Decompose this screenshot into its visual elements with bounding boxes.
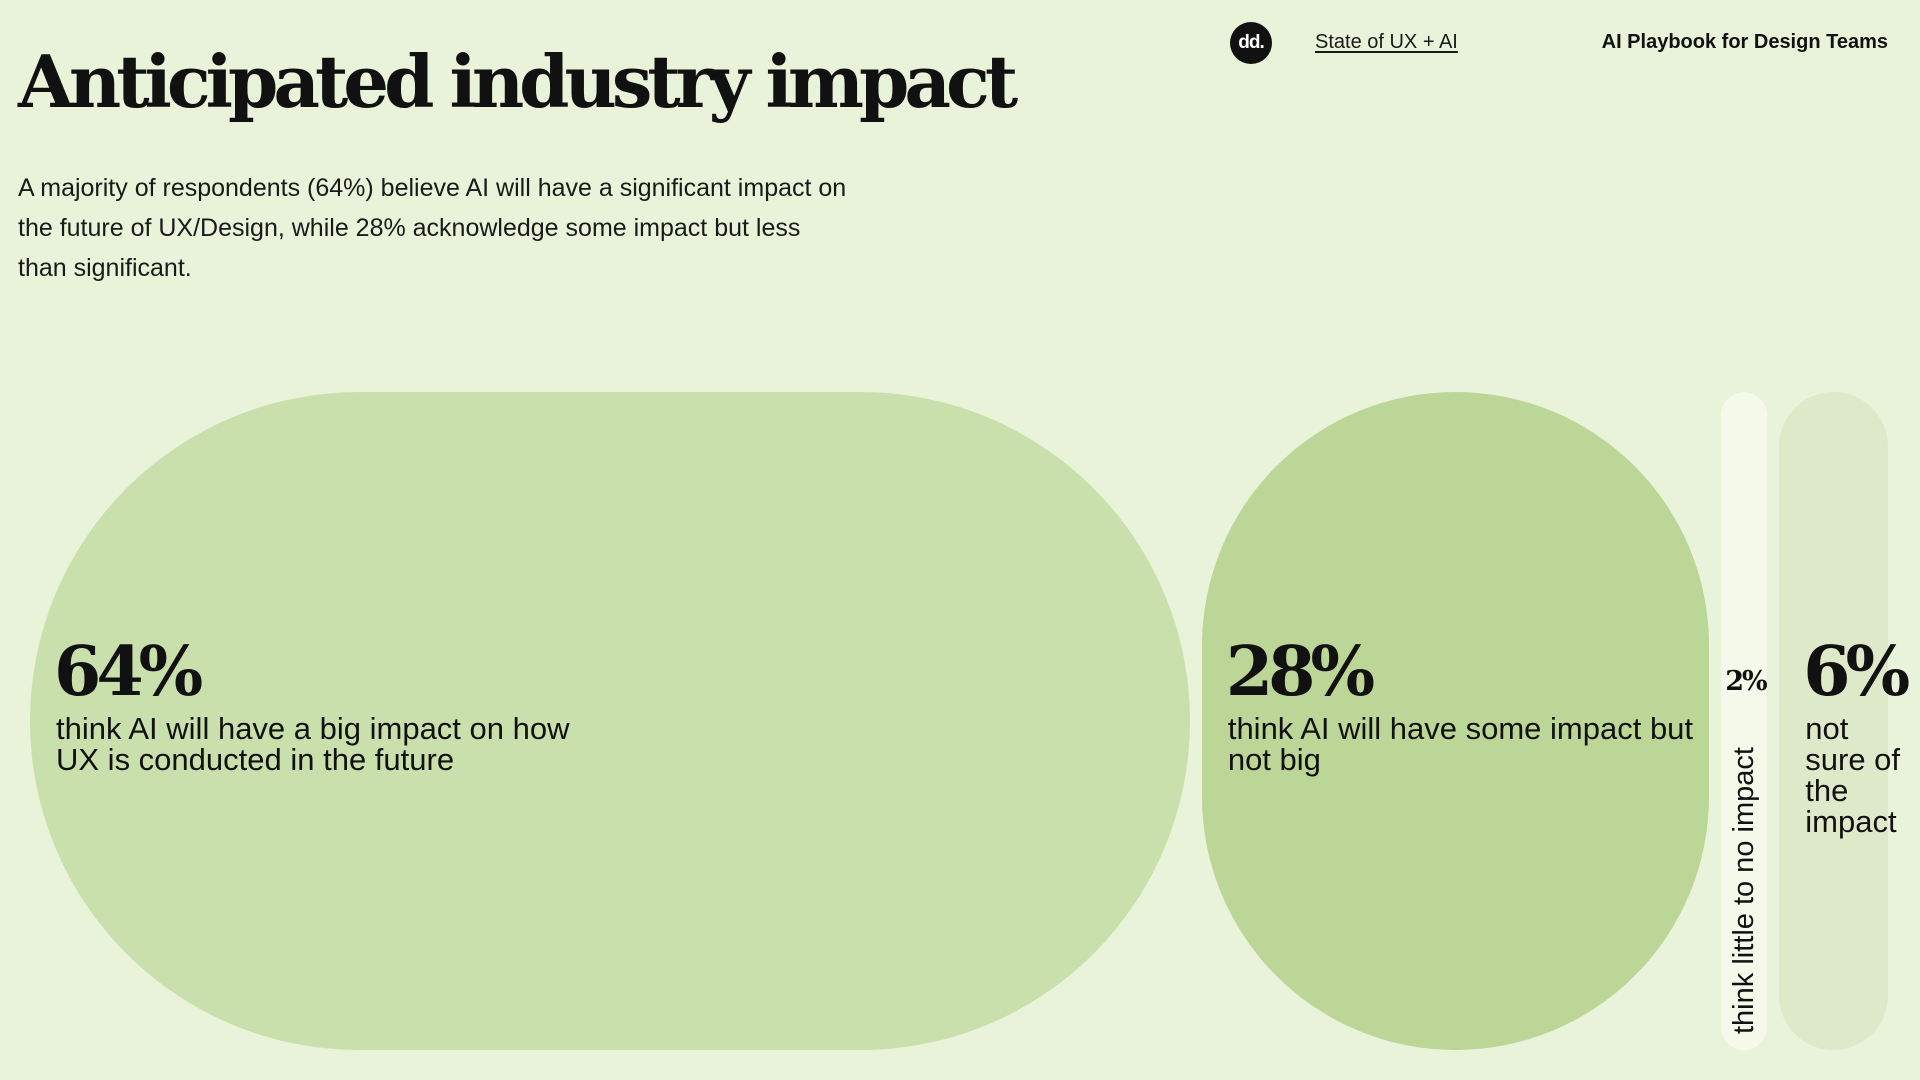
category-label-little-impact: think little to no impact bbox=[1728, 747, 1761, 1034]
page-description: A majority of respondents (64%) believe … bbox=[18, 174, 847, 282]
value-label-not-sure: 6% bbox=[1803, 632, 1910, 712]
value-label-little-impact: 2% bbox=[1725, 666, 1767, 697]
header-brand: AI Playbook for Design Teams bbox=[1601, 31, 1888, 53]
value-label-big-impact: 64% bbox=[54, 632, 203, 712]
category-label-big-impact: think AI will have a big impact on how U… bbox=[56, 711, 570, 777]
bar-some-impact bbox=[1201, 392, 1710, 1050]
bar-not-sure bbox=[1779, 392, 1888, 1050]
page-title: Anticipated industry impact bbox=[18, 39, 1018, 124]
logo: dd. bbox=[1230, 22, 1272, 64]
state-of-ux-ai-link[interactable]: State of UX + AI bbox=[1315, 31, 1458, 53]
category-label-some-impact: think AI will have some impact but not b… bbox=[1227, 711, 1694, 777]
value-label-some-impact: 28% bbox=[1225, 632, 1375, 712]
bar-little-impact bbox=[1721, 392, 1768, 1050]
category-label-not-sure: not sure of the impact bbox=[1805, 711, 1901, 839]
bar-big-impact bbox=[30, 392, 1190, 1050]
